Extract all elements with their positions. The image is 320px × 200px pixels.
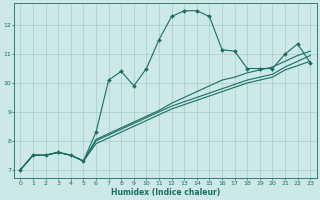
X-axis label: Humidex (Indice chaleur): Humidex (Indice chaleur) bbox=[111, 188, 220, 197]
